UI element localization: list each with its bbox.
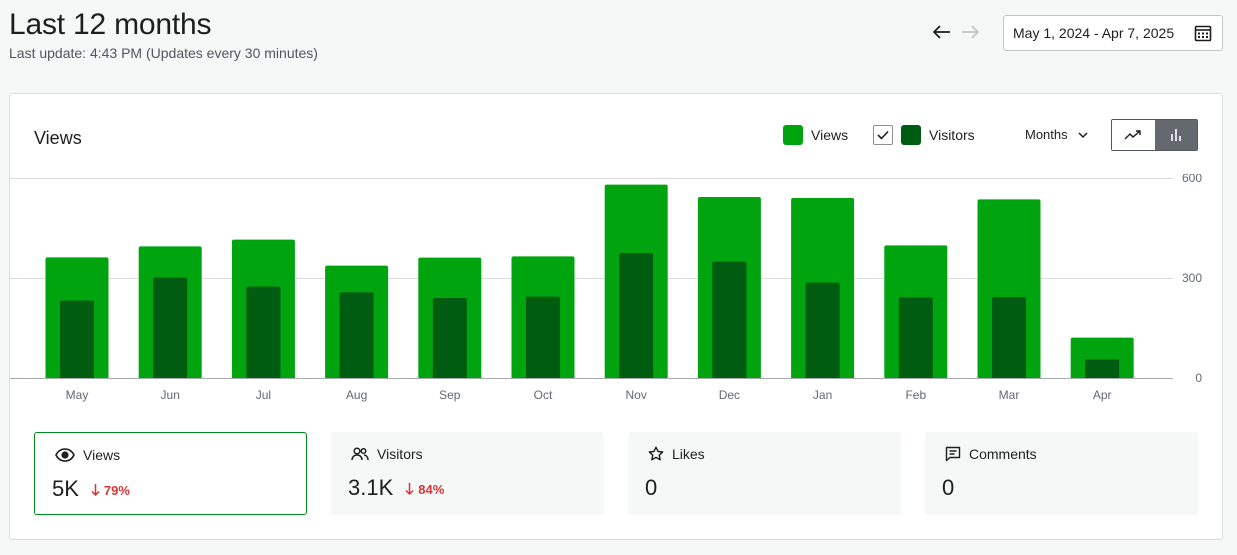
bar-visitors-jan[interactable] xyxy=(805,282,840,378)
page-title: Last 12 months xyxy=(9,8,212,41)
stat-visitors-change: 84% xyxy=(405,482,444,497)
checkmark-icon xyxy=(877,130,889,140)
stat-views[interactable]: Views 5K 79% xyxy=(34,432,307,515)
stat-comments-label-text: Comments xyxy=(969,446,1037,462)
legend-views-label: Views xyxy=(811,127,849,143)
chart-type-toggle xyxy=(1111,119,1198,151)
x-tick-label: Apr xyxy=(1093,388,1112,402)
x-tick-label: Nov xyxy=(626,388,647,402)
calendar-icon xyxy=(1194,25,1212,42)
stat-likes-value: 0 xyxy=(645,475,658,500)
x-tick-label: Oct xyxy=(534,388,553,402)
bar-visitors-feb[interactable] xyxy=(898,297,933,378)
stat-views-value-row: 5K 79% xyxy=(52,476,130,502)
bar-chart: 0 300 600 May Jun Jul Aug Sep Oct Nov Dec Jan Feb Mar… xyxy=(10,174,1202,402)
stat-views-label: Views xyxy=(55,447,120,463)
legend-visitors: Visitors xyxy=(873,125,975,145)
bar-visitors-may[interactable] xyxy=(60,300,94,378)
line-chart-button[interactable] xyxy=(1112,120,1155,150)
bar-visitors-mar[interactable] xyxy=(992,297,1026,378)
visitors-checkbox[interactable] xyxy=(873,125,893,145)
stat-visitors-change-text: 84% xyxy=(418,481,445,497)
stats-card: Views Views Visitors Months 0 300 600 May Ju… xyxy=(9,93,1223,540)
stat-visitors-value-row: 3.1K 84% xyxy=(348,475,444,501)
stat-comments-value-row: 0 xyxy=(942,475,954,501)
stat-visitors-label-text: Visitors xyxy=(377,446,423,462)
x-tick-label: Jun xyxy=(161,388,180,402)
legend-visitors-label: Visitors xyxy=(929,127,975,143)
bar-visitors-sep[interactable] xyxy=(432,298,467,378)
y-tick-label: 0 xyxy=(1195,371,1202,385)
people-icon xyxy=(351,447,369,461)
chevron-down-icon xyxy=(1078,131,1088,138)
stat-visitors-value: 3.1K xyxy=(348,475,394,500)
bar-visitors-jul[interactable] xyxy=(246,286,281,378)
arrow-left-icon xyxy=(933,25,950,39)
bar-visitors-oct[interactable] xyxy=(526,296,560,378)
bar-visitors-apr[interactable] xyxy=(1085,359,1120,378)
bar-visitors-dec[interactable] xyxy=(712,261,747,378)
stat-views-value: 5K xyxy=(52,476,79,501)
arrow-down-icon xyxy=(91,484,100,496)
next-period-button[interactable] xyxy=(959,21,981,43)
bar-chart-icon xyxy=(1170,129,1181,141)
star-icon xyxy=(648,446,664,461)
y-tick-label: 600 xyxy=(1182,174,1202,185)
stat-views-change-text: 79% xyxy=(103,482,130,498)
period-select-value: Months xyxy=(1025,127,1068,142)
stat-likes-label: Likes xyxy=(648,446,705,462)
comment-icon xyxy=(945,446,961,462)
bar-visitors-nov[interactable] xyxy=(619,253,654,378)
legend-visitors-swatch xyxy=(901,125,921,145)
x-tick-label: Mar xyxy=(999,388,1020,402)
arrow-right-icon xyxy=(962,25,979,39)
period-select[interactable]: Months xyxy=(1025,127,1088,142)
x-tick-label: Jul xyxy=(256,388,271,402)
x-tick-label: Feb xyxy=(905,388,926,402)
x-tick-label: Jan xyxy=(813,388,832,402)
legend-views: Views xyxy=(783,125,848,145)
eye-icon xyxy=(55,448,75,462)
stat-comments-value: 0 xyxy=(942,475,955,500)
arrow-down-icon xyxy=(405,483,414,495)
stat-comments-label: Comments xyxy=(945,446,1037,462)
previous-period-button[interactable] xyxy=(931,21,953,43)
stat-visitors-label: Visitors xyxy=(351,446,423,462)
stat-likes[interactable]: Likes 0 xyxy=(628,432,901,515)
stat-visitors[interactable]: Visitors 3.1K 84% xyxy=(331,432,604,515)
stat-views-label-text: Views xyxy=(83,447,121,463)
chart-title: Views xyxy=(34,128,82,148)
bar-visitors-aug[interactable] xyxy=(339,292,374,378)
bar-chart-button[interactable] xyxy=(1154,120,1197,150)
stat-likes-label-text: Likes xyxy=(672,446,705,462)
x-tick-label: Sep xyxy=(439,388,461,402)
stat-views-change: 79% xyxy=(91,483,130,498)
stat-comments[interactable]: Comments 0 xyxy=(925,432,1198,515)
x-tick-label: Dec xyxy=(719,388,740,402)
date-range-label: May 1, 2024 - Apr 7, 2025 xyxy=(1013,25,1175,41)
legend-views-swatch xyxy=(783,125,803,145)
stat-likes-value-row: 0 xyxy=(645,475,657,501)
stats-tabs: Views 5K 79% Visitors 3.1K 84% xyxy=(34,432,1200,516)
last-update-text: Last update: 4:43 PM (Updates every 30 m… xyxy=(9,45,318,61)
trend-line-icon xyxy=(1124,130,1141,140)
date-range-picker[interactable]: May 1, 2024 - Apr 7, 2025 xyxy=(1003,15,1223,51)
bar-visitors-jun[interactable] xyxy=(153,277,188,378)
x-tick-label: May xyxy=(66,388,89,402)
y-tick-label: 300 xyxy=(1182,271,1202,285)
x-tick-label: Aug xyxy=(346,388,367,402)
